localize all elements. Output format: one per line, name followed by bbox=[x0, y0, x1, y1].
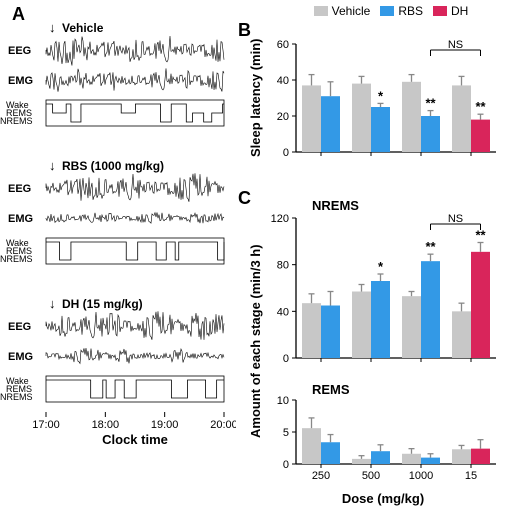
svg-text:0: 0 bbox=[283, 147, 289, 159]
svg-text:EEG: EEG bbox=[8, 183, 31, 195]
svg-text:0: 0 bbox=[283, 459, 289, 471]
svg-text:20: 20 bbox=[277, 111, 289, 123]
svg-text:60: 60 bbox=[277, 39, 289, 51]
svg-text:NS: NS bbox=[448, 213, 463, 225]
svg-text:NS: NS bbox=[448, 39, 463, 51]
svg-text:NREMS: NREMS bbox=[0, 254, 33, 264]
svg-text:5: 5 bbox=[283, 427, 289, 439]
legend-item-dh: DH bbox=[433, 4, 468, 18]
legend-swatch-dh bbox=[433, 6, 447, 16]
svg-text:500: 500 bbox=[362, 470, 380, 482]
panel-c: Amount of each stage (min/3 h) NREMS 0 40 8… bbox=[248, 196, 508, 506]
svg-text:**: ** bbox=[425, 239, 436, 254]
svg-text:18:00: 18:00 bbox=[92, 419, 120, 431]
panel-b-svg: 0204060*****NS bbox=[268, 28, 508, 178]
panel-b-ylabel: Sleep latency (min) bbox=[248, 38, 263, 158]
panels-bc: Vehicle RBS DH B Sleep latency (min) 020… bbox=[238, 0, 514, 513]
svg-text:*: * bbox=[378, 88, 384, 103]
svg-text:19:00: 19:00 bbox=[151, 419, 179, 431]
legend-swatch-vehicle bbox=[314, 6, 328, 16]
svg-text:NREMS: NREMS bbox=[0, 116, 33, 126]
legend-item-vehicle: Vehicle bbox=[314, 4, 371, 18]
panel-c-xlabel: Dose (mg/kg) bbox=[278, 491, 488, 506]
svg-text:DH (15 mg/kg): DH (15 mg/kg) bbox=[62, 297, 143, 311]
svg-text:NREMS: NREMS bbox=[0, 392, 33, 402]
svg-text:REMS: REMS bbox=[312, 382, 350, 397]
svg-text:10: 10 bbox=[277, 395, 289, 407]
svg-text:120: 120 bbox=[271, 213, 289, 225]
panel-a: ↓VehicleEEGEMGWakeREMSNREMS↓RBS (1000 mg… bbox=[0, 22, 236, 492]
svg-text:*: * bbox=[378, 259, 384, 274]
legend-label-vehicle: Vehicle bbox=[332, 4, 371, 18]
svg-text:20:00: 20:00 bbox=[210, 419, 236, 431]
svg-text:EMG: EMG bbox=[8, 75, 33, 87]
svg-text:0: 0 bbox=[283, 353, 289, 365]
svg-text:↓: ↓ bbox=[49, 22, 56, 35]
panel-c-ylabel: Amount of each stage (min/3 h) bbox=[248, 216, 263, 466]
svg-text:17:00: 17:00 bbox=[32, 419, 60, 431]
svg-text:**: ** bbox=[425, 96, 436, 111]
legend-label-dh: DH bbox=[451, 4, 468, 18]
svg-text:40: 40 bbox=[277, 306, 289, 318]
svg-text:RBS (1000 mg/kg): RBS (1000 mg/kg) bbox=[62, 159, 164, 173]
panel-b: Sleep latency (min) 0204060*****NS bbox=[248, 28, 508, 178]
legend: Vehicle RBS DH bbox=[268, 4, 514, 18]
svg-text:80: 80 bbox=[277, 260, 289, 272]
svg-text:**: ** bbox=[475, 99, 486, 114]
svg-text:EEG: EEG bbox=[8, 321, 31, 333]
panel-c-svg: NREMS04080120*****NSREMS0510250500100015 bbox=[268, 196, 508, 496]
svg-text:1000: 1000 bbox=[409, 470, 433, 482]
svg-text:EMG: EMG bbox=[8, 213, 33, 225]
legend-label-rbs: RBS bbox=[398, 4, 423, 18]
svg-text:↓: ↓ bbox=[49, 296, 56, 311]
svg-text:Vehicle: Vehicle bbox=[62, 22, 104, 35]
svg-text:250: 250 bbox=[312, 470, 330, 482]
svg-text:NREMS: NREMS bbox=[312, 198, 359, 213]
svg-text:15: 15 bbox=[465, 470, 477, 482]
svg-text:Clock time: Clock time bbox=[102, 432, 168, 447]
svg-text:40: 40 bbox=[277, 75, 289, 87]
legend-item-rbs: RBS bbox=[380, 4, 423, 18]
svg-text:EEG: EEG bbox=[8, 45, 31, 57]
svg-text:↓: ↓ bbox=[49, 158, 56, 173]
legend-swatch-rbs bbox=[380, 6, 394, 16]
panel-a-svg: ↓VehicleEEGEMGWakeREMSNREMS↓RBS (1000 mg… bbox=[0, 22, 236, 492]
svg-text:EMG: EMG bbox=[8, 351, 33, 363]
